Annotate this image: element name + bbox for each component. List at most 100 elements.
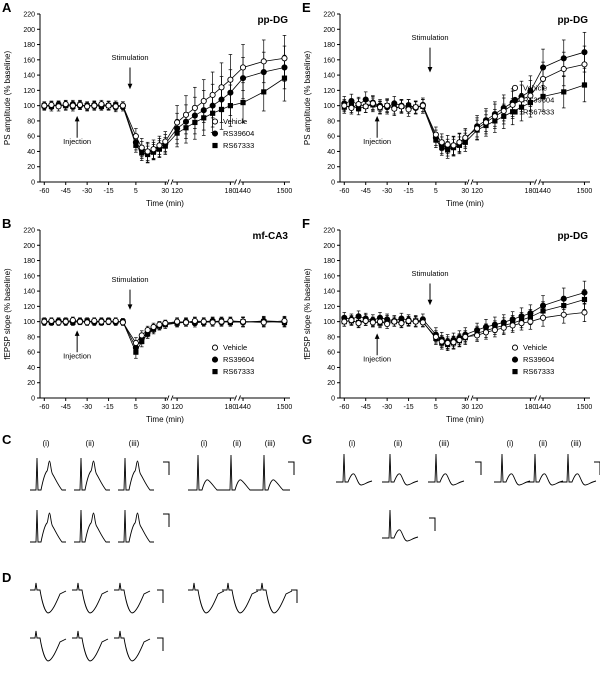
x-tick-label: -15 (104, 404, 114, 411)
scale-bar (429, 517, 436, 531)
panel-title: pp-DG (257, 15, 288, 26)
trace-label: (iii) (439, 439, 450, 448)
x-tick-label: -30 (382, 404, 392, 411)
legend-label: RS39604 (223, 355, 254, 364)
series-marker-circle (227, 317, 234, 324)
series-marker-circle (211, 356, 219, 363)
series-marker-circle (84, 319, 91, 326)
series-marker-circle (209, 319, 216, 326)
series-marker-circle (560, 65, 567, 73)
trace-waveform (527, 453, 564, 486)
trace-waveform (254, 454, 290, 491)
y-tick-label: 180 (23, 258, 35, 265)
x-tick-label: 5 (434, 188, 438, 195)
trace-label: (iii) (571, 439, 582, 448)
x-axis-label: Time (min) (146, 415, 184, 424)
panel-d-traces (30, 582, 298, 662)
series-marker-circle (419, 102, 426, 109)
series-marker-circle (98, 318, 105, 325)
trace-label: (ii) (539, 439, 548, 448)
series-marker-circle (150, 146, 157, 153)
series-marker-circle (376, 318, 384, 325)
series-marker-square (540, 93, 546, 100)
series-marker-circle (112, 317, 119, 324)
panel-e-letter: E (302, 0, 311, 15)
annotation-text: Stimulation (411, 33, 448, 42)
series-marker-circle (432, 333, 439, 340)
y-tick-label: 180 (23, 42, 35, 49)
annotation-arrowhead (127, 304, 133, 310)
series-marker-circle (138, 332, 145, 339)
series-marker-circle (341, 318, 348, 325)
trace-waveform (74, 457, 110, 491)
series-marker-circle (405, 106, 412, 113)
x-tick-label: -60 (339, 188, 349, 195)
series-marker-circle (500, 107, 507, 115)
panel-e: E 0 20 40 60 80 100 120 140 160 180 200 220 -60 -45 -3… (300, 0, 600, 218)
y-tick-label: 200 (23, 27, 35, 34)
series-marker-circle (419, 319, 426, 326)
panel-title: pp-DG (557, 231, 588, 242)
trace-label: (ii) (394, 439, 403, 448)
x-tick-label: -15 (104, 188, 114, 195)
y-tick-label: 40 (27, 365, 35, 372)
x-axis-label: Time (min) (446, 415, 484, 424)
series-marker-circle (41, 102, 48, 109)
x-tick-label: 1500 (277, 188, 293, 195)
series-marker-circle (405, 317, 412, 324)
series-marker-circle (450, 339, 457, 346)
panel-a: A 0 20 40 60 80 100 120 140 160 180 200 220 -60 -45 -3… (0, 0, 300, 218)
x-tick-label: 120 (471, 188, 483, 195)
trace-waveform (188, 582, 225, 614)
annotation-text: Injection (63, 137, 91, 146)
x-tick-label: -30 (382, 188, 392, 195)
trace-label: (i) (42, 439, 49, 448)
series-marker-square (512, 109, 518, 115)
x-tick-label: 1440 (235, 188, 251, 195)
y-tick-label: 20 (327, 380, 335, 387)
series-marker-circle (211, 130, 219, 137)
trace-waveform (336, 453, 373, 486)
series-Vehicle (341, 45, 588, 155)
series-marker-circle (355, 101, 362, 108)
series-Vehicle (41, 35, 288, 161)
y-tick-label: 20 (327, 164, 335, 171)
series-marker-circle (76, 318, 84, 325)
series-marker-circle (98, 101, 105, 108)
y-tick-label: 140 (323, 289, 335, 296)
series (41, 315, 288, 359)
series-marker-circle (260, 58, 267, 65)
y-tick-label: 200 (323, 27, 335, 34)
legend-label: RS67333 (223, 141, 254, 150)
series-marker-circle (200, 98, 207, 105)
series-marker-circle (391, 318, 398, 325)
panel-g-traces: (i) (ii) (iii) (i) (ii) (iii) (336, 439, 600, 542)
trace-waveform (72, 630, 109, 662)
y-tick-label: 100 (323, 103, 335, 110)
x-tick-label: 1440 (235, 404, 251, 411)
series-marker-circle (560, 311, 567, 318)
series-marker-circle (362, 103, 369, 110)
series-marker-circle (48, 317, 55, 324)
x-tick-label: -15 (404, 404, 414, 411)
panel-g: G (i) (ii) (iii) (i) (ii) (iii) (300, 432, 600, 572)
trace-label: (ii) (233, 439, 242, 448)
x-tick-label: 180 (225, 188, 237, 195)
scale-bar (163, 513, 170, 527)
y-tick-label: 40 (327, 149, 335, 156)
series-marker-circle (482, 329, 490, 336)
panel-e-chart: 0 20 40 60 80 100 120 140 160 180 200 220 -60 -45 -30 -… (303, 12, 592, 209)
series-marker-circle (341, 102, 348, 109)
trace-waveform (221, 454, 257, 491)
x-tick-label: 30 (161, 188, 169, 195)
panel-f-chart: 0 20 40 60 80 100 120 140 160 180 200 220 -60 -45 -30 -… (303, 228, 592, 425)
panel-b-chart: 0 20 40 60 80 100 120 140 160 180 200 220 -60 -45 -30 -… (3, 228, 292, 425)
series-marker-circle (218, 84, 225, 91)
series-marker-circle (84, 103, 91, 110)
series-marker-square (212, 142, 218, 149)
series-marker-square (581, 82, 588, 88)
x-axis-label: Time (min) (446, 199, 484, 208)
trace-waveform (30, 457, 66, 491)
y-tick-label: 0 (31, 396, 35, 403)
series-marker-circle (384, 102, 391, 109)
